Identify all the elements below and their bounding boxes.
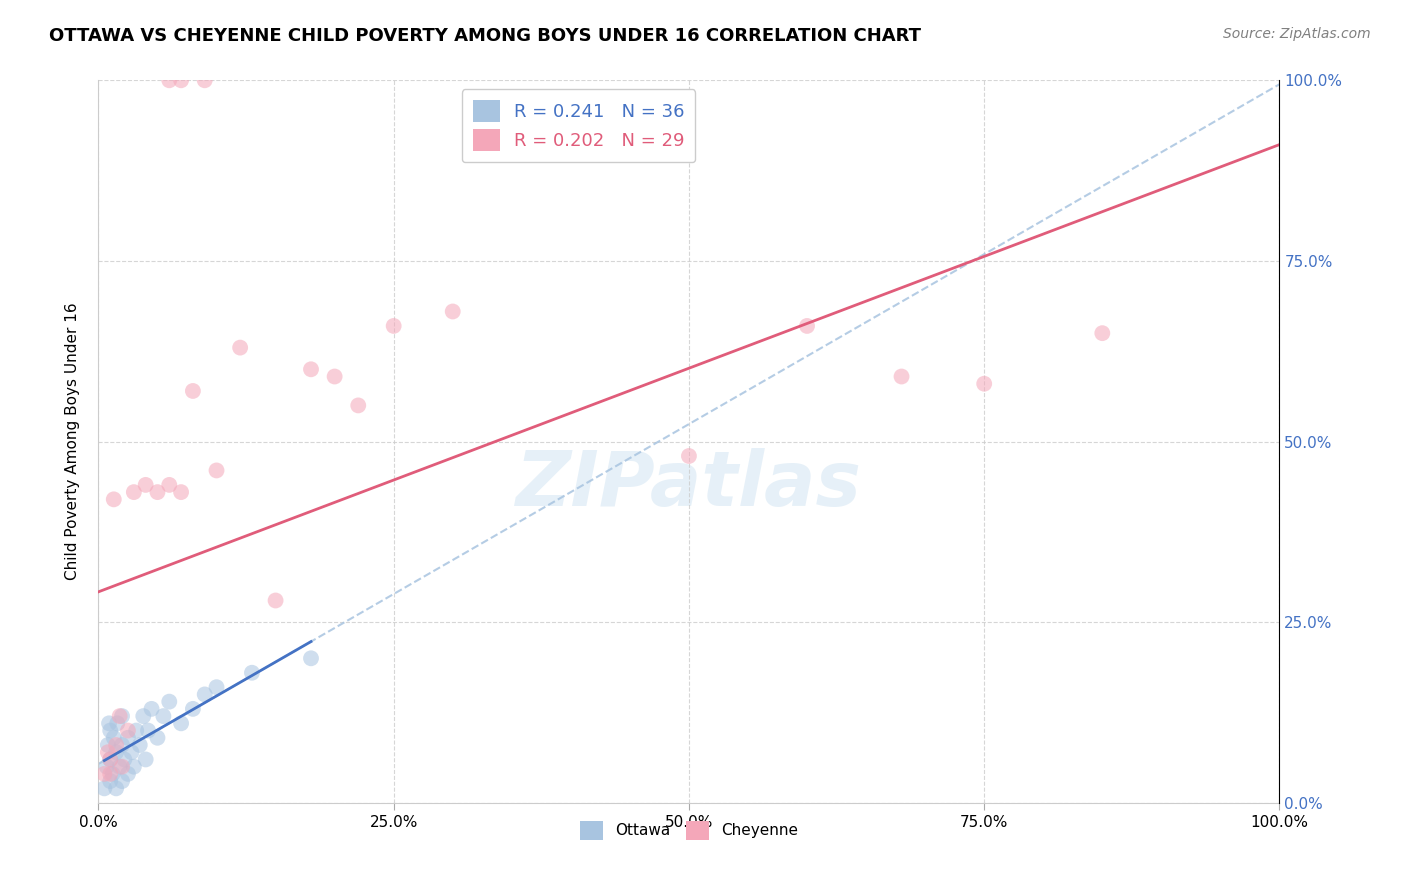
Point: [105, 745, 128, 759]
Point: [194, 687, 217, 701]
Point: [170, 716, 193, 731]
Point: [229, 341, 252, 355]
Point: [117, 767, 139, 781]
Point: [973, 376, 995, 391]
Point: [141, 702, 163, 716]
Point: [170, 485, 193, 500]
Point: [111, 709, 134, 723]
Point: [111, 760, 134, 774]
Point: [240, 665, 263, 680]
Point: [441, 304, 464, 318]
Point: [146, 731, 169, 745]
Point: [194, 73, 217, 87]
Point: [152, 709, 174, 723]
Point: [105, 738, 128, 752]
Point: [619, 124, 641, 138]
Point: [97, 738, 120, 752]
Point: [796, 318, 818, 333]
Text: OTTAWA VS CHEYENNE CHILD POVERTY AMONG BOYS UNDER 16 CORRELATION CHART: OTTAWA VS CHEYENNE CHILD POVERTY AMONG B…: [49, 27, 921, 45]
Point: [103, 731, 125, 745]
Point: [98, 752, 121, 766]
Point: [93, 767, 115, 781]
Point: [678, 449, 700, 463]
Point: [98, 774, 121, 789]
Y-axis label: Child Poverty Among Boys Under 16: Child Poverty Among Boys Under 16: [65, 302, 80, 581]
Point: [181, 702, 204, 716]
Point: [382, 318, 405, 333]
Point: [117, 723, 139, 738]
Point: [299, 651, 322, 665]
Point: [181, 384, 204, 398]
Point: [97, 745, 120, 759]
Point: [146, 485, 169, 500]
Point: [111, 774, 134, 789]
Text: ZIPatlas: ZIPatlas: [516, 448, 862, 522]
Point: [96, 760, 118, 774]
Text: Source: ZipAtlas.com: Source: ZipAtlas.com: [1223, 27, 1371, 41]
Point: [122, 485, 145, 500]
Point: [98, 752, 121, 766]
Point: [103, 492, 125, 507]
Point: [122, 760, 145, 774]
Point: [98, 716, 121, 731]
Point: [101, 767, 124, 781]
Point: [157, 695, 180, 709]
Point: [1091, 326, 1114, 340]
Point: [111, 738, 134, 752]
Point: [890, 369, 912, 384]
Point: [121, 745, 143, 759]
Point: [205, 680, 228, 694]
Point: [135, 752, 157, 766]
Point: [135, 478, 157, 492]
Point: [205, 463, 228, 477]
Point: [264, 593, 287, 607]
Point: [108, 709, 131, 723]
Point: [125, 723, 148, 738]
Point: [93, 781, 115, 796]
Point: [170, 73, 193, 87]
Point: [136, 723, 159, 738]
Point: [117, 731, 139, 745]
Point: [323, 369, 346, 384]
Point: [347, 398, 370, 412]
Point: [108, 760, 131, 774]
Point: [112, 752, 135, 766]
Point: [157, 73, 180, 87]
Point: [98, 767, 121, 781]
Point: [98, 723, 121, 738]
Point: [105, 781, 128, 796]
Point: [299, 362, 322, 376]
Point: [157, 478, 180, 492]
Point: [105, 716, 128, 731]
Point: [132, 709, 155, 723]
Legend: Ottawa, Cheyenne: Ottawa, Cheyenne: [574, 815, 804, 846]
Point: [128, 738, 150, 752]
